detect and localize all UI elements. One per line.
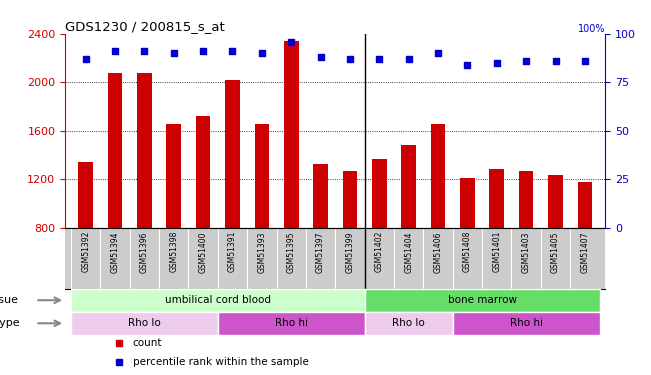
Bar [401,146,416,228]
Bar [167,124,181,228]
Point [374,56,385,62]
Point [81,56,91,62]
Bar [365,289,600,312]
Text: GSM51391: GSM51391 [228,231,237,272]
Text: GSM51405: GSM51405 [551,231,560,273]
Point [286,39,296,45]
Text: GSM51397: GSM51397 [316,231,325,273]
Point [139,48,150,54]
Text: umbilical cord blood: umbilical cord blood [165,295,271,305]
Text: GSM51401: GSM51401 [492,231,501,272]
Point [198,48,208,54]
Text: count: count [133,338,162,348]
Text: GSM51392: GSM51392 [81,231,90,272]
Text: GSM51394: GSM51394 [111,231,120,273]
Point [462,62,473,68]
Bar [431,124,445,228]
Text: Rho lo: Rho lo [393,318,425,328]
Text: GSM51400: GSM51400 [199,231,208,273]
Bar [313,164,328,228]
Text: GSM51395: GSM51395 [286,231,296,273]
Bar [225,80,240,228]
Point [345,56,355,62]
Text: GSM51399: GSM51399 [346,231,354,273]
Text: Rho hi: Rho hi [275,318,308,328]
Text: GSM51404: GSM51404 [404,231,413,273]
Bar [490,168,504,228]
Bar [71,289,365,312]
Text: GSM51403: GSM51403 [521,231,531,273]
Point [404,56,414,62]
Text: GSM51396: GSM51396 [140,231,149,273]
Text: bone marrow: bone marrow [448,295,517,305]
Bar [577,182,592,228]
Bar [137,73,152,228]
Text: GSM51402: GSM51402 [375,231,384,272]
Text: cell type: cell type [0,318,19,328]
Point [492,60,502,66]
Text: GSM51406: GSM51406 [434,231,443,273]
Point [227,48,238,54]
Bar [218,312,365,335]
Bar [78,162,93,228]
Bar [107,73,122,228]
Bar [196,116,210,228]
Bar [365,312,452,335]
Bar [372,159,387,228]
Bar [519,171,533,228]
Text: tissue: tissue [0,295,19,305]
Bar [460,178,475,228]
Point [110,48,120,54]
Bar [255,124,270,228]
Text: percentile rank within the sample: percentile rank within the sample [133,357,309,367]
Text: GSM51398: GSM51398 [169,231,178,272]
Text: GSM51408: GSM51408 [463,231,472,272]
Point [579,58,590,64]
Point [169,50,179,56]
Text: Rho lo: Rho lo [128,318,161,328]
Text: GDS1230 / 200815_s_at: GDS1230 / 200815_s_at [65,20,225,33]
Point [256,50,267,56]
Point [433,50,443,56]
Point [550,58,561,64]
Text: GSM51393: GSM51393 [257,231,266,273]
Text: 100%: 100% [578,24,605,34]
Point [315,54,326,60]
Bar [342,171,357,228]
Point [521,58,531,64]
Bar [71,312,218,335]
Bar [548,175,563,228]
Bar [452,312,600,335]
Text: Rho hi: Rho hi [510,318,543,328]
Text: GSM51407: GSM51407 [581,231,589,273]
Bar [284,41,299,228]
